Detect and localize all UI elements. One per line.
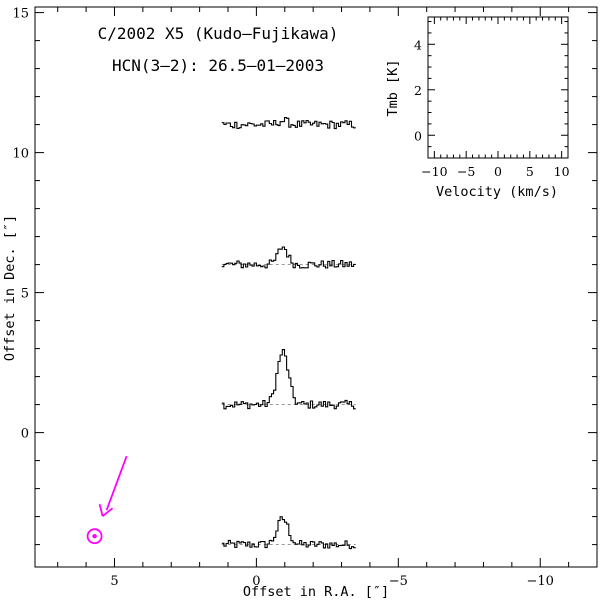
spectrum-trace: [221, 516, 356, 550]
spectrum-trace: [221, 246, 356, 269]
inset-frame: [427, 16, 569, 159]
sun-symbol-ring: [86, 528, 103, 545]
x-tick-label: 5: [110, 574, 118, 589]
sun-direction-arrow-shaft: [105, 455, 128, 511]
y-axis-label: Offset in Dec. [″]: [2, 215, 18, 361]
y-tick-label: 15: [12, 7, 29, 22]
inset-y-tick-label: 0: [414, 128, 422, 143]
inset-y-tick-label: 4: [414, 37, 422, 52]
inset-x-tick-label: −5: [457, 164, 475, 179]
inset-axis-tick-labels: −10 −5 0 5 10 0 2 4: [414, 37, 570, 179]
x-tick-label: 0: [252, 574, 260, 589]
main-axis-ticks: [35, 7, 597, 567]
inset-x-tick-label: 5: [526, 164, 534, 179]
y-tick-label: 5: [21, 287, 29, 302]
spectrum-trace: [221, 349, 356, 410]
inset-y-axis-label: Tmb [K]: [385, 60, 401, 117]
spectrum-trace: [221, 117, 356, 130]
x-tick-label: −5: [389, 574, 408, 589]
chart-subtitle: HCN(3–2): 26.5–01–2003: [112, 56, 324, 75]
inset-x-tick-label: 0: [494, 164, 502, 179]
sun-symbol-dot: [92, 534, 97, 539]
y-tick-label: 0: [21, 427, 29, 442]
x-tick-label: −10: [527, 574, 554, 589]
sun-direction-marker: [86, 455, 128, 545]
chart-title: C/2002 X5 (Kudo–Fujikawa): [98, 24, 339, 43]
x-axis-label: Offset in R.A. [″]: [243, 584, 389, 600]
y-tick-label: 10: [12, 147, 29, 162]
inset-x-tick-label: −10: [421, 164, 447, 179]
main-plot-frame: [34, 6, 598, 568]
inset-y-tick-label: 2: [414, 83, 422, 98]
inset-x-axis-label: Velocity (km/s): [436, 184, 558, 200]
main-axis-tick-labels: 5 0 −5 −10 0 5 10 15: [12, 7, 553, 589]
spectra-group: [221, 117, 356, 550]
sun-direction-arrow-head: [98, 503, 114, 517]
inset-axis-ticks: [428, 17, 568, 158]
inset-x-tick-label: 10: [554, 164, 570, 179]
